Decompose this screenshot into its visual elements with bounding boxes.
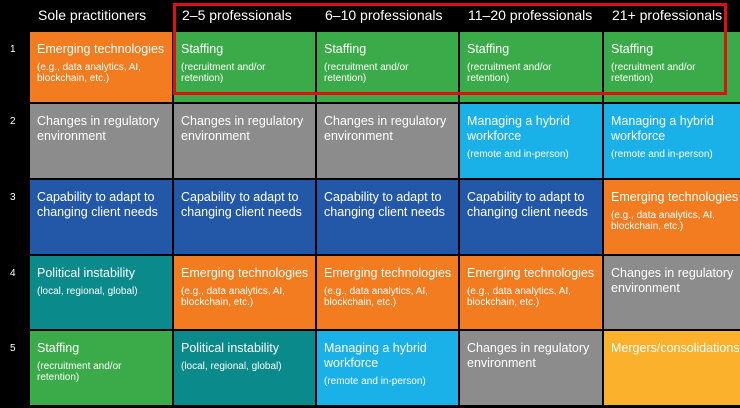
cell-title: Staffing	[611, 42, 654, 56]
cell-title: Emerging technologies	[37, 42, 165, 56]
cell-subtitle: (e.g., data analytics, AI, blockchain, e…	[467, 286, 571, 308]
cell-subtitle: (recruitment and/or retention)	[611, 62, 696, 84]
cell-title: Political instability	[37, 266, 135, 280]
grid-cell: Emerging technologies (e.g., data analyti…	[317, 254, 458, 329]
cell-subtitle: (remote and in-person)	[467, 149, 569, 160]
column-header: 11–20 professionals	[468, 7, 593, 23]
column-header: 2–5 professionals	[182, 7, 292, 23]
grid-cell: Emerging technologies (e.g., data analyti…	[460, 254, 602, 329]
rank-label: 2	[0, 102, 28, 178]
grid-cell: Changes in regulatory environment	[30, 102, 172, 178]
column-header: 21+ professionals	[612, 7, 723, 23]
grid-cell: Political instability (local, regional, g…	[30, 254, 172, 329]
cell-title: Emerging technologies	[611, 190, 739, 204]
grid-cell: Managing a hybrid workforce (remote and i…	[604, 102, 740, 178]
cell-title: Emerging technologies	[467, 266, 595, 280]
grid-cell: Emerging technologies (e.g., data analyti…	[174, 254, 315, 329]
grid-cell: Capability to adapt to changing client n…	[30, 178, 172, 254]
column-header: 6–10 professionals	[325, 7, 443, 23]
cell-subtitle: (local, regional, global)	[181, 361, 282, 372]
corner-cell	[0, 0, 28, 30]
rank-label: 5	[0, 329, 28, 405]
grid-cell: Changes in regulatory environment	[317, 102, 458, 178]
grid-cell: Staffing (recruitment and/or retention)	[174, 30, 315, 102]
cell-title: Staffing	[324, 42, 367, 56]
cell-subtitle: (e.g., data analytics, AI, blockchain, e…	[324, 286, 428, 308]
rank-label: 3	[0, 178, 28, 254]
rank-label: 1	[0, 30, 28, 102]
column-header: Sole practitioners	[38, 7, 147, 23]
cell-title: Changes in regulatory environment	[37, 114, 160, 143]
cell-title: Changes in regulatory environment	[611, 266, 734, 295]
cell-title: Changes in regulatory environment	[324, 114, 447, 143]
grid-cell: Managing a hybrid workforce (remote and i…	[460, 102, 602, 178]
cell-subtitle: (recruitment and/or retention)	[37, 361, 122, 383]
grid-cell: Political instability (local, regional, g…	[174, 329, 315, 405]
grid-cell: Staffing (recruitment and/or retention)	[604, 30, 740, 102]
grid-cell: Capability to adapt to changing client n…	[460, 178, 602, 254]
cell-subtitle: (e.g., data analytics, AI, blockchain, e…	[611, 210, 715, 232]
grid-cell: Changes in regulatory environment	[604, 254, 740, 329]
cell-title: Staffing	[37, 341, 80, 355]
grid-cell: Emerging technologies (e.g., data analyti…	[30, 30, 172, 102]
cell-title: Staffing	[467, 42, 510, 56]
cell-title: Capability to adapt to changing client n…	[324, 190, 445, 219]
cell-title: Managing a hybrid workforce	[611, 114, 714, 143]
cell-title: Changes in regulatory environment	[181, 114, 304, 143]
grid-cell: Capability to adapt to changing client n…	[317, 178, 458, 254]
cell-subtitle: (local, regional, global)	[37, 286, 138, 297]
cell-subtitle: (remote and in-person)	[611, 149, 713, 160]
cell-subtitle: (e.g., data analytics, AI, blockchain, e…	[37, 62, 141, 84]
cell-subtitle: (remote and in-person)	[324, 376, 426, 387]
cell-subtitle: (e.g., data analytics, AI, blockchain, e…	[181, 286, 285, 308]
grid-cell: Changes in regulatory environment	[174, 102, 315, 178]
cell-title: Emerging technologies	[181, 266, 309, 280]
grid-cell: Mergers/consolidations	[604, 329, 740, 405]
grid-cell: Changes in regulatory environment	[460, 329, 602, 405]
grid-cell: Staffing (recruitment and/or retention)	[460, 30, 602, 102]
grid-cell: Capability to adapt to changing client n…	[174, 178, 315, 254]
cell-title: Capability to adapt to changing client n…	[467, 190, 588, 219]
cell-title: Emerging technologies	[324, 266, 452, 280]
grid-cell: Staffing (recruitment and/or retention)	[317, 30, 458, 102]
grid-cell: Staffing (recruitment and/or retention)	[30, 329, 172, 405]
grid-cell: Emerging technologies (e.g., data analyti…	[604, 178, 740, 254]
cell-subtitle: (recruitment and/or retention)	[324, 62, 409, 84]
cell-title: Managing a hybrid workforce	[467, 114, 570, 143]
cell-title: Capability to adapt to changing client n…	[37, 190, 158, 219]
cell-title: Changes in regulatory environment	[467, 341, 590, 370]
grid-cell: Managing a hybrid workforce (remote and i…	[317, 329, 458, 405]
rank-label: 4	[0, 254, 28, 329]
cell-subtitle: (recruitment and/or retention)	[467, 62, 552, 84]
cell-title: Capability to adapt to changing client n…	[181, 190, 302, 219]
cell-title: Staffing	[181, 42, 224, 56]
cell-subtitle: (recruitment and/or retention)	[181, 62, 266, 84]
cell-title: Political instability	[181, 341, 279, 355]
cell-title: Managing a hybrid workforce	[324, 341, 427, 370]
cell-title: Mergers/consolidations	[611, 341, 740, 355]
